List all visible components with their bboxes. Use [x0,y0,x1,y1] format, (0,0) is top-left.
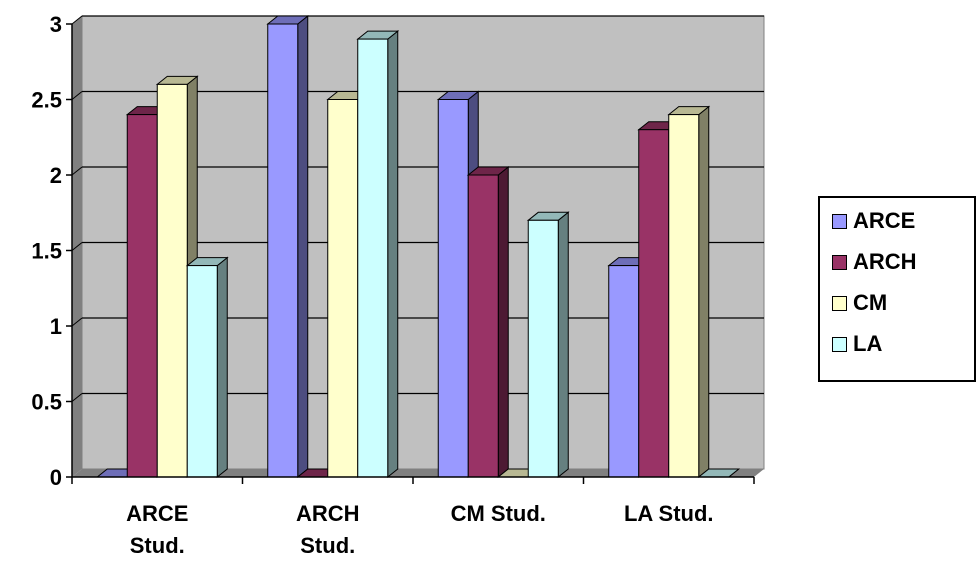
legend-label: ARCE [853,208,916,233]
x-tick-label: LA Stud. [624,501,714,526]
legend-label: LA [853,331,883,356]
legend-swatch [832,336,847,352]
y-tick-label: 1 [50,314,62,339]
bar-la [185,256,229,479]
y-tick-label: 0 [50,465,62,490]
gridline-wall [71,317,83,327]
legend-item-la: LA [832,331,882,357]
bar-la [526,211,570,479]
gridline-wall [71,15,83,25]
bar-cm [667,105,711,479]
gridline-wall [71,393,83,402]
y-tick-label: 0.5 [31,390,62,415]
legend-swatch [832,213,847,229]
bar-arce [266,14,310,479]
plot-floor [72,469,764,477]
x-tick-label: ARCE Stud. [126,501,188,558]
y-tick-label: 2 [50,163,62,188]
y-tick-label: 2.5 [31,88,62,113]
bar-arch [466,165,510,479]
legend-item-arce: ARCE [832,208,915,234]
legend: ARCE ARCH CM LA [818,196,976,382]
legend-item-arch: ARCH [832,249,917,275]
x-tick-label: CM Stud. [451,501,546,526]
legend-label: CM [853,290,888,315]
legend-item-cm: CM [832,290,887,316]
x-tick-label: ARCH Stud. [296,501,360,558]
bar-la [356,30,400,479]
y-tick-label: 1.5 [31,239,62,264]
gridline-wall [71,242,83,251]
legend-swatch [832,295,847,311]
gridline-wall [71,166,83,176]
y-tick-label: 3 [50,12,62,37]
gridline-wall [71,91,83,100]
legend-label: ARCH [853,249,917,274]
legend-swatch [832,254,847,270]
